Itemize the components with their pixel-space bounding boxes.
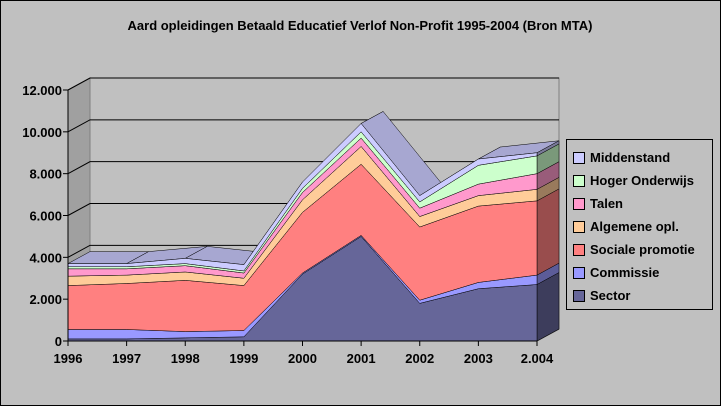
legend-swatch xyxy=(573,243,585,256)
legend-label: Sociale promotie xyxy=(590,242,695,257)
x-tick-label: 2.004 xyxy=(521,351,554,366)
y-tick-label: 4.000 xyxy=(29,250,62,265)
x-tick-label: 2003 xyxy=(464,351,493,366)
legend-swatch xyxy=(573,266,585,279)
gridline xyxy=(67,77,559,91)
legend-item-algemene-opl: Algemene opl. xyxy=(573,215,712,238)
legend-item-talen: Talen xyxy=(573,192,712,215)
legend-label: Hoger Onderwijs xyxy=(590,173,695,188)
legend-swatch xyxy=(573,220,585,233)
y-tick-label: 8.000 xyxy=(29,167,62,182)
legend-label: Sector xyxy=(590,288,631,303)
gridline xyxy=(67,119,559,133)
x-tick-label: 1998 xyxy=(171,351,200,366)
y-tick-label: 0 xyxy=(55,334,62,349)
y-tick-label: 2.000 xyxy=(29,292,62,307)
legend-item-middenstand: Middenstand xyxy=(573,146,712,169)
x-tick-label: 2002 xyxy=(405,351,434,366)
x-tick-label: 2000 xyxy=(288,351,317,366)
legend-label: Talen xyxy=(590,196,623,211)
chart-legend: Middenstand Hoger Onderwijs Talen Algemene … xyxy=(566,139,713,310)
chart-title: Aard opleidingen Betaald Educatief Verlo… xyxy=(128,18,593,33)
legend-swatch xyxy=(573,151,585,164)
x-tick-label: 1997 xyxy=(112,351,141,366)
x-tick-label: 2001 xyxy=(347,351,376,366)
legend-item-sector: Sector xyxy=(573,284,712,307)
legend-swatch xyxy=(573,174,585,187)
legend-label: Commissie xyxy=(590,265,660,280)
legend-label: Middenstand xyxy=(590,150,671,165)
legend-swatch xyxy=(573,197,585,210)
legend-swatch xyxy=(573,289,585,302)
y-tick-label: 6.000 xyxy=(29,209,62,224)
legend-item-hoger-onderwijs: Hoger Onderwijs xyxy=(573,169,712,192)
legend-item-commissie: Commissie xyxy=(573,261,712,284)
legend-label: Algemene opl. xyxy=(590,219,679,234)
y-tick-label: 10.000 xyxy=(22,125,62,140)
series-sociale-promotie-side-face xyxy=(536,188,560,276)
series-middenstand-area xyxy=(67,123,538,272)
legend-item-sociale-promotie: Sociale promotie xyxy=(573,238,712,261)
x-tick-label: 1996 xyxy=(54,351,83,366)
y-tick-label: 12.000 xyxy=(22,83,62,98)
x-tick-label: 1999 xyxy=(229,351,258,366)
